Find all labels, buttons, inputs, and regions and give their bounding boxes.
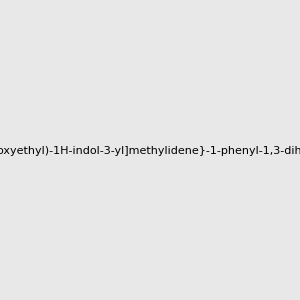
Text: (3E)-3-{[1-(2-phenoxyethyl)-1H-indol-3-yl]methylidene}-1-phenyl-1,3-dihydro-2H-i: (3E)-3-{[1-(2-phenoxyethyl)-1H-indol-3-y… <box>0 146 300 157</box>
